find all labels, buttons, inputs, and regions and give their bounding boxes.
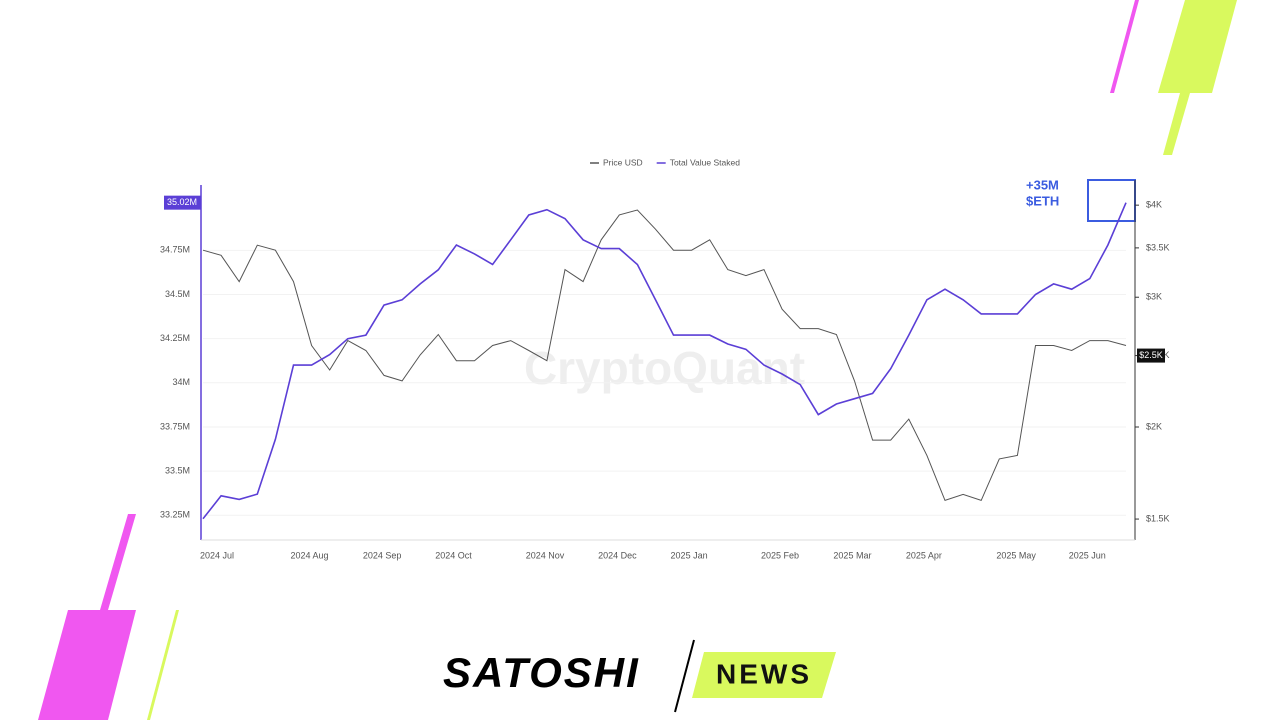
series-line <box>202 209 1127 502</box>
deco-stripe <box>38 610 136 720</box>
series-line <box>202 202 1127 520</box>
brand-slash <box>674 639 695 713</box>
y2-tick-label: $2K <box>1146 421 1162 431</box>
annotation: +35M <box>1026 177 1059 192</box>
y-tick-label: 33.25M <box>160 510 190 520</box>
axis-marker-label: $2.5K <box>1139 350 1163 360</box>
y-tick-label: 34.5M <box>165 289 190 299</box>
y-tick-label: 33.75M <box>160 421 190 431</box>
brand-tag: NEWS <box>716 658 812 689</box>
x-tick-label: 2024 Jul <box>200 550 234 560</box>
deco-stripe <box>100 514 136 610</box>
x-tick-label: 2025 Jan <box>671 550 708 560</box>
y2-tick-label: $1.5K <box>1146 513 1170 523</box>
brand-name: SATOSHI <box>443 649 640 696</box>
axis-marker <box>164 195 201 210</box>
y-tick-label: 33.5M <box>165 465 190 475</box>
x-tick-label: 2024 Sep <box>363 550 402 560</box>
deco-stripe <box>1163 93 1190 155</box>
x-tick-label: 2024 Aug <box>290 550 328 560</box>
x-tick-label: 2025 Apr <box>906 550 942 560</box>
deco-stripe <box>1110 0 1139 93</box>
y2-tick-label: $4K <box>1146 200 1162 210</box>
legend-label: Total Value Staked <box>670 157 741 167</box>
x-tick-label: 2025 Jun <box>1069 550 1106 560</box>
axis-marker <box>1137 348 1165 363</box>
y-tick-label: 34M <box>172 377 190 387</box>
brand-box <box>692 652 836 698</box>
annotation: $ETH <box>1026 193 1059 208</box>
x-tick-label: 2025 Feb <box>761 550 799 560</box>
y-tick-label: 34.75M <box>160 245 190 255</box>
y2-tick-label: $3.5K <box>1146 242 1170 252</box>
y2-tick-label: $3K <box>1146 292 1162 302</box>
y-tick-label: 34.25M <box>160 333 190 343</box>
x-tick-label: 2025 Mar <box>833 550 871 560</box>
x-tick-label: 2024 Oct <box>435 550 472 560</box>
deco-stripe <box>1158 0 1237 93</box>
legend-label: Price USD <box>603 157 643 167</box>
watermark: CryptoQuant <box>524 342 805 394</box>
axis-marker-label: 35.02M <box>167 197 197 207</box>
x-tick-label: 2024 Dec <box>598 550 637 560</box>
x-tick-label: 2025 May <box>996 550 1036 560</box>
x-tick-label: 2024 Nov <box>526 550 565 560</box>
deco-stripe <box>147 610 179 720</box>
